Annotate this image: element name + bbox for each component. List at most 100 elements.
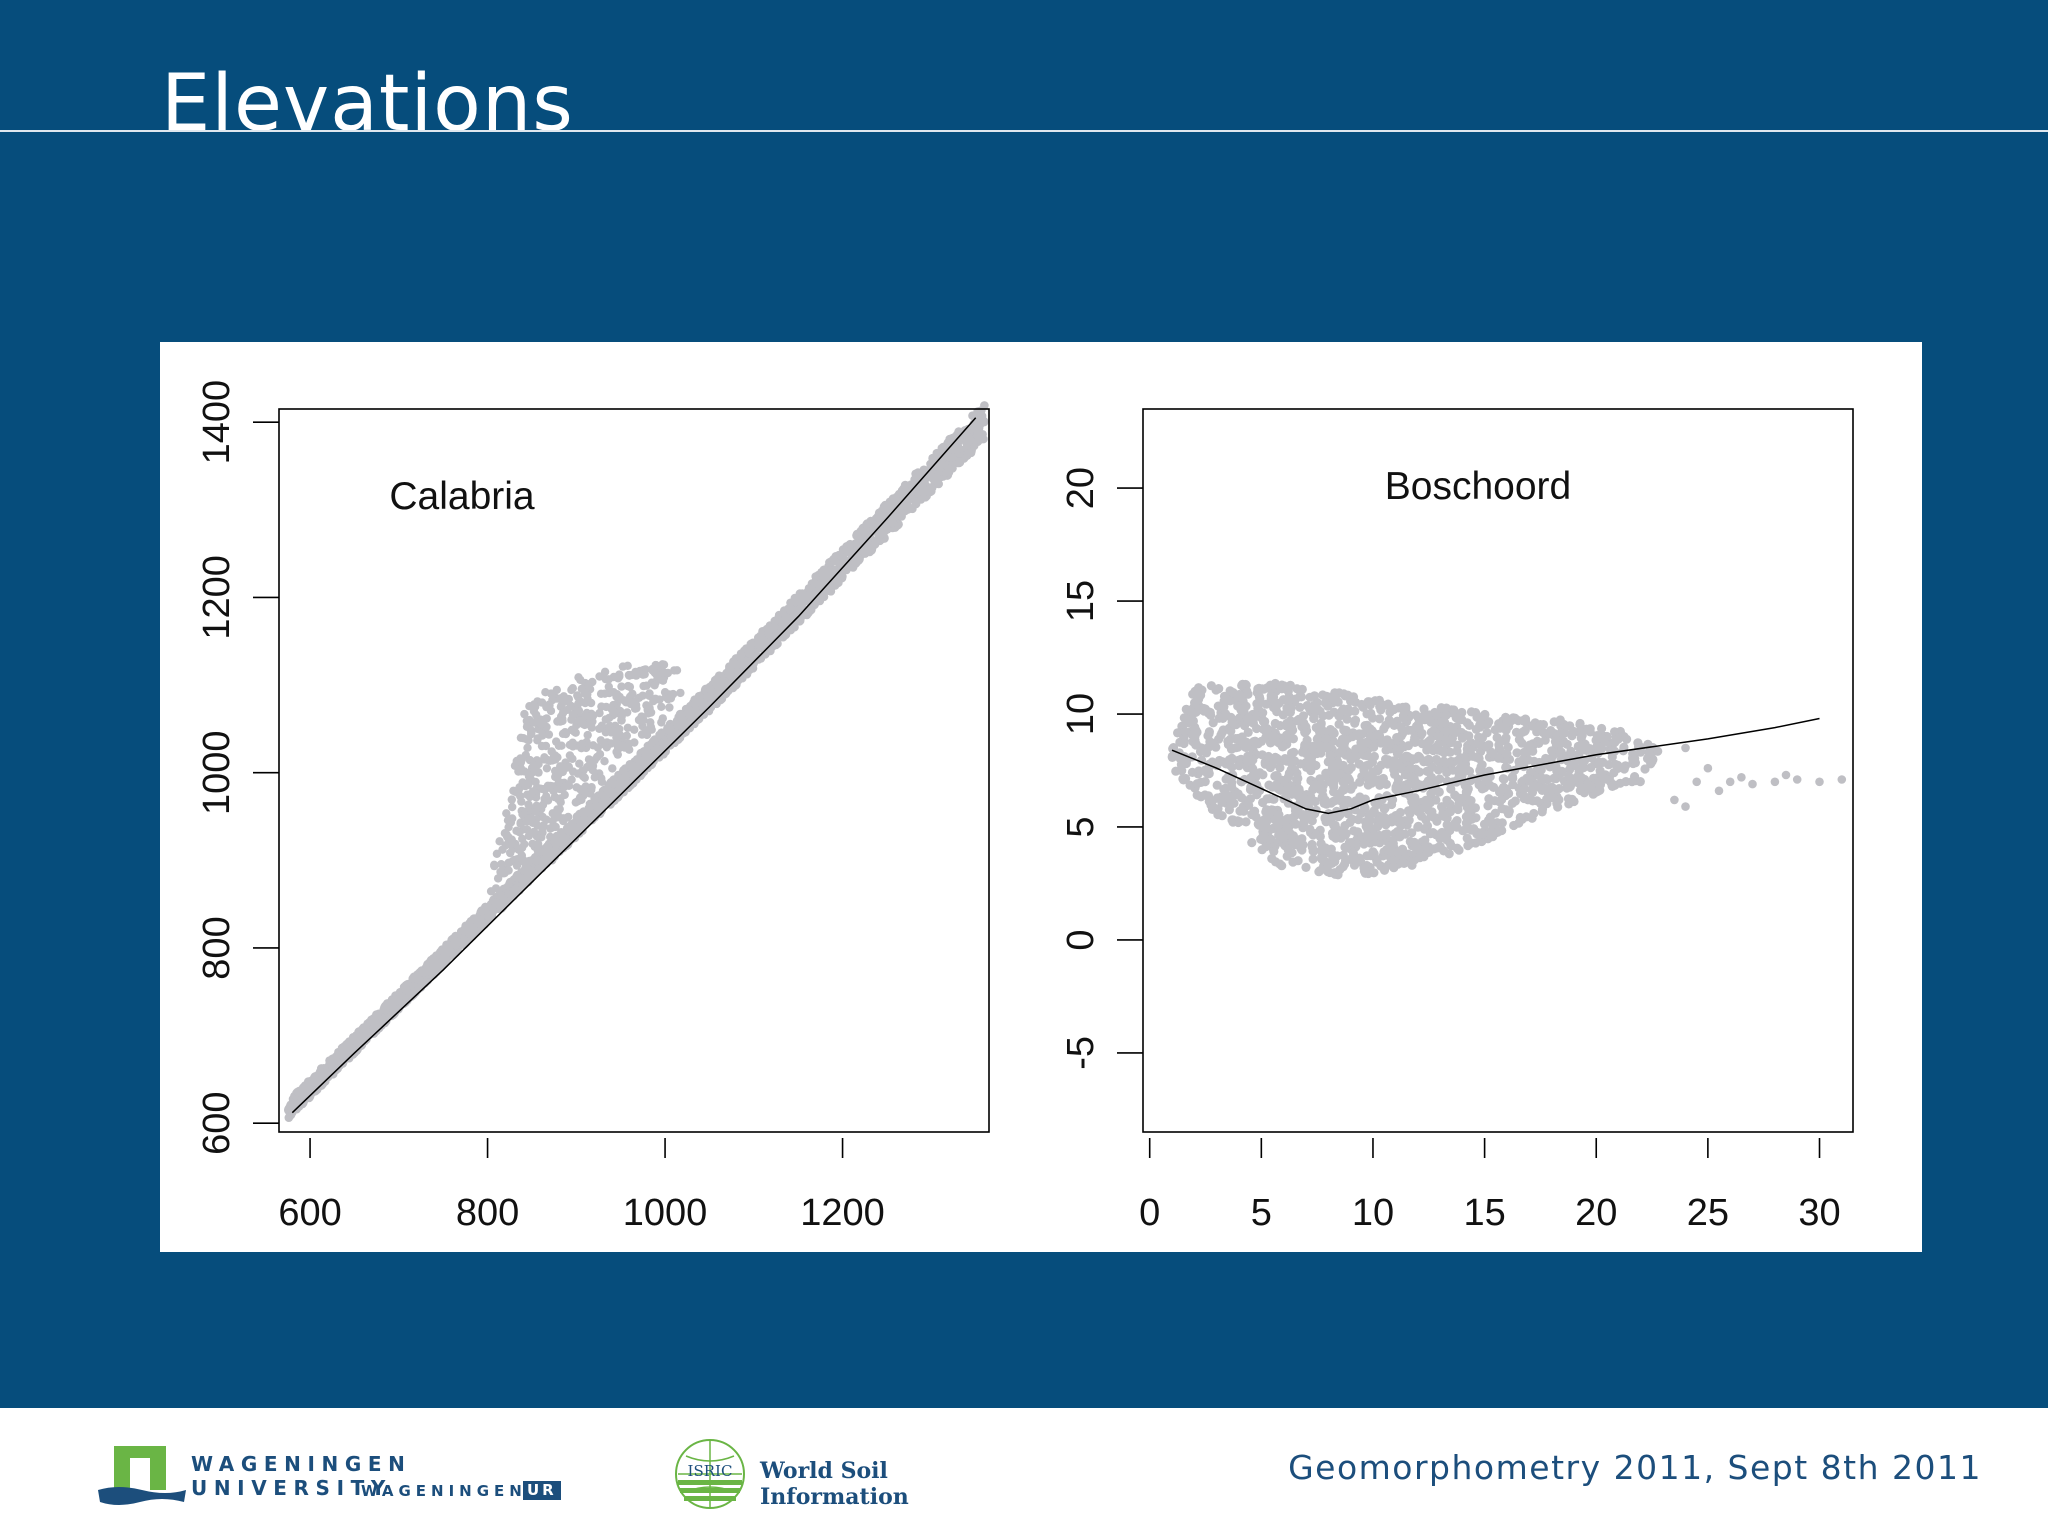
- data-point: [665, 703, 674, 712]
- data-point: [1465, 795, 1475, 806]
- data-point: [1241, 742, 1252, 752]
- data-point: [1379, 724, 1389, 734]
- data-point: [604, 675, 613, 684]
- data-point: [533, 804, 542, 813]
- data-point: [567, 775, 576, 784]
- data-point: [1520, 792, 1530, 802]
- data-point: [537, 741, 547, 751]
- data-point: [1409, 837, 1419, 847]
- data-point: [1293, 785, 1303, 796]
- data-point: [578, 719, 588, 729]
- data-point: [1361, 821, 1371, 831]
- data-point: [538, 731, 547, 740]
- data-point: [1446, 756, 1456, 767]
- data-point: [673, 721, 683, 730]
- data-point: [564, 826, 573, 836]
- data-point: [706, 684, 715, 694]
- data-point: [1519, 784, 1529, 794]
- data-point: [1287, 756, 1297, 766]
- data-point: [600, 757, 609, 766]
- data-point: [1300, 720, 1310, 730]
- data-point: [913, 482, 922, 492]
- data-point: [1260, 716, 1270, 727]
- data-point: [418, 967, 428, 977]
- data-point: [1258, 770, 1268, 780]
- data-point: [1190, 689, 1200, 700]
- data-point: [587, 723, 596, 732]
- data-point: [655, 730, 664, 740]
- data-point: [1369, 731, 1379, 741]
- y-tick-label: 1000: [196, 730, 238, 815]
- data-point: [1398, 702, 1408, 712]
- data-point: [841, 546, 851, 555]
- data-point: [1392, 733, 1402, 743]
- data-point: [1517, 738, 1527, 748]
- data-point: [1329, 692, 1339, 702]
- data-point: [1363, 697, 1373, 707]
- data-point: [1337, 746, 1347, 756]
- data-point: [560, 782, 569, 792]
- data-point: [491, 884, 501, 893]
- data-point: [1321, 734, 1331, 744]
- data-point: [1514, 818, 1524, 828]
- data-point: [979, 434, 988, 444]
- data-point: [608, 764, 617, 773]
- data-point: [963, 449, 973, 459]
- data-point: [1424, 754, 1434, 764]
- data-point: [1350, 715, 1361, 725]
- data-point: [1282, 823, 1292, 833]
- data-point: [793, 611, 802, 621]
- data-point: [568, 754, 577, 763]
- data-point: [584, 803, 594, 813]
- data-point: [880, 504, 889, 514]
- data-point: [672, 666, 682, 675]
- data-point: [1334, 719, 1344, 729]
- data-point: [1502, 749, 1512, 759]
- data-point: [558, 694, 567, 703]
- data-point: [1335, 865, 1345, 875]
- data-point: [547, 855, 557, 865]
- data-point: [1382, 844, 1392, 855]
- data-point: [372, 1010, 382, 1020]
- data-point: [495, 837, 504, 846]
- data-point: [1388, 862, 1398, 872]
- data-point: [1173, 728, 1183, 738]
- data-point: [618, 662, 628, 671]
- data-point: [781, 613, 790, 622]
- data-point: [625, 682, 635, 692]
- data-point: [528, 787, 538, 796]
- data-point: [1414, 723, 1424, 733]
- data-point: [523, 743, 532, 752]
- x-tick-label: 1200: [800, 1192, 885, 1234]
- data-point: [1286, 831, 1296, 841]
- data-point: [1274, 810, 1284, 820]
- data-point: [1291, 819, 1301, 829]
- data-point: [568, 742, 578, 751]
- data-point: [725, 670, 734, 680]
- data-point: [1445, 807, 1455, 817]
- data-point: [1354, 729, 1364, 739]
- data-point: [1554, 784, 1564, 794]
- data-point: [659, 660, 669, 669]
- data-point: [1369, 751, 1379, 762]
- data-point: [1423, 776, 1433, 786]
- data-point: [1318, 855, 1329, 865]
- data-point: [619, 696, 629, 705]
- data-point: [872, 521, 881, 530]
- data-point: [928, 474, 937, 483]
- data-point: [1419, 704, 1429, 714]
- data-point: [1362, 737, 1372, 747]
- data-point: [1404, 815, 1414, 825]
- data-point: [788, 604, 798, 614]
- data-point: [1241, 701, 1251, 711]
- data-point: [645, 689, 654, 698]
- data-point: [566, 701, 576, 711]
- data-point: [620, 784, 630, 793]
- data-point: [1230, 790, 1241, 800]
- data-point: [595, 750, 605, 759]
- data-point: [559, 833, 569, 843]
- data-point: [1356, 808, 1366, 819]
- data-point: [512, 861, 522, 870]
- data-point: [1231, 743, 1241, 753]
- data-point: [838, 553, 848, 563]
